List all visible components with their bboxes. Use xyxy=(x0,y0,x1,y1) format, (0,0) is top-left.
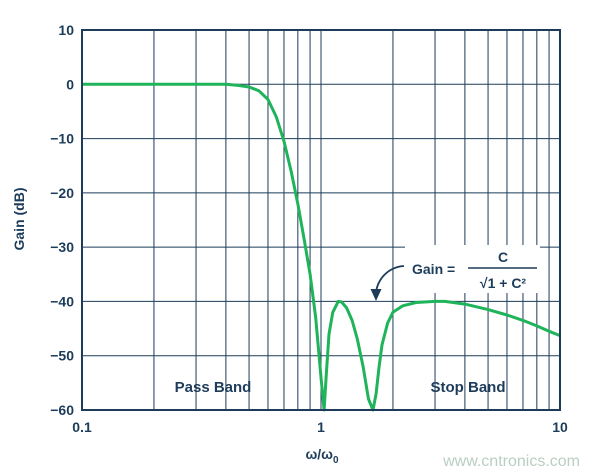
annotation-arrow-head xyxy=(370,289,382,301)
formula-numerator: C xyxy=(498,249,508,265)
plot-frame xyxy=(81,29,561,411)
y-tick-label: 10 xyxy=(58,22,74,38)
y-tick-label: −20 xyxy=(50,185,74,201)
y-tick-labels: 10 0 −10 −20 −30 −40 −50 −60 xyxy=(50,22,74,418)
formula-denominator: √1 + C² xyxy=(480,275,527,291)
x-axis-label-main: ω/ω xyxy=(305,446,333,462)
y-tick-label: −50 xyxy=(50,348,74,364)
gain-response-line xyxy=(82,82,561,412)
watermark: www.cntronics.com xyxy=(442,453,580,470)
gain-formula-annotation: Gain = C √1 + C² xyxy=(370,245,540,301)
y-tick-label: −10 xyxy=(50,131,74,147)
formula-prefix: Gain = xyxy=(412,261,455,277)
grid-lines xyxy=(82,29,560,411)
x-axis-label: ω/ω0 xyxy=(305,446,339,466)
x-axis-label-subscript: 0 xyxy=(333,455,339,466)
x-tick-label: 1 xyxy=(317,419,325,435)
y-axis-label: Gain (dB) xyxy=(11,188,27,251)
x-tick-label: 0.1 xyxy=(72,419,92,435)
formula-background xyxy=(405,245,540,293)
x-tick-label: 10 xyxy=(552,419,568,435)
y-tick-label: −60 xyxy=(50,402,74,418)
series-layer xyxy=(82,82,561,412)
plot-border xyxy=(81,29,561,411)
annotation-arrow-shaft xyxy=(375,265,405,293)
stop-band-label: Stop Band xyxy=(431,379,506,396)
x-tick-labels: 0.1 1 10 xyxy=(72,419,568,435)
y-tick-label: 0 xyxy=(66,76,74,92)
pass-band-label: Pass Band xyxy=(175,379,252,396)
y-tick-label: −30 xyxy=(50,239,74,255)
y-tick-label: −40 xyxy=(50,293,74,309)
